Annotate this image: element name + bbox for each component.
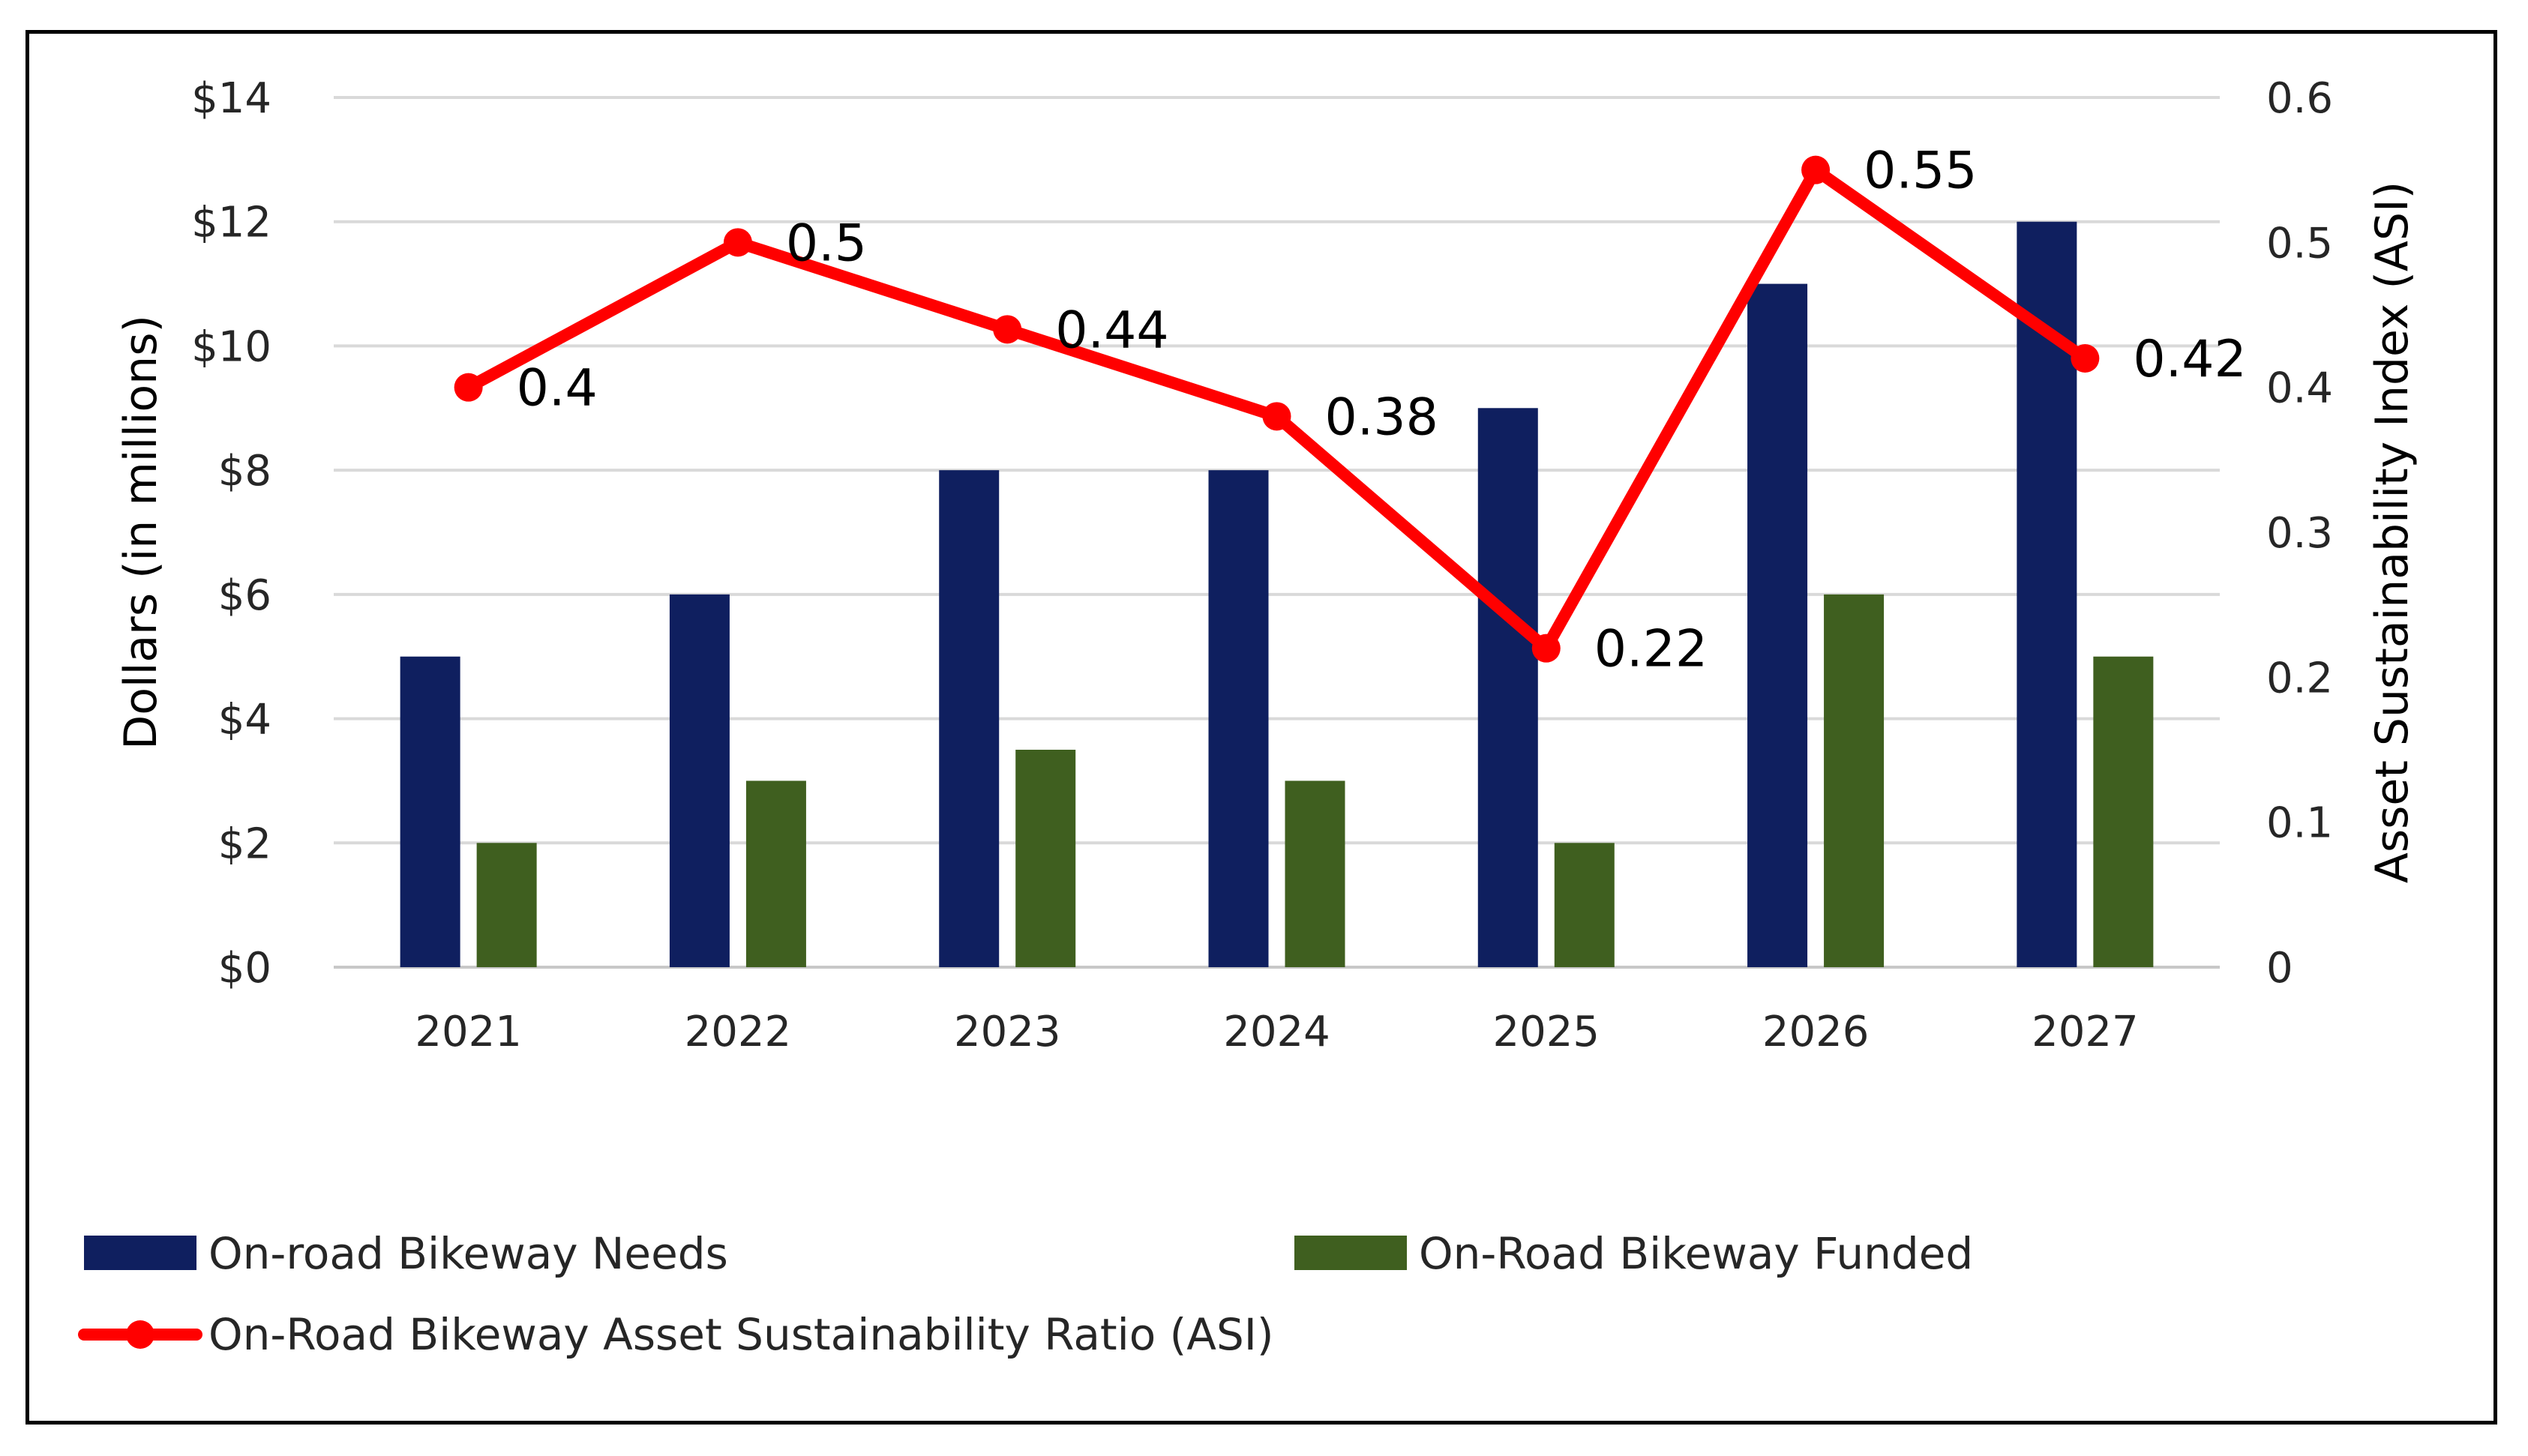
- y-tick-label: $4: [218, 696, 271, 744]
- asi-data-label: 0.22: [1594, 620, 1708, 679]
- asi-point: [2071, 344, 2100, 373]
- y-tick-label: $2: [218, 819, 271, 868]
- legend-label-needs: On-road Bikeway Needs: [208, 1228, 728, 1279]
- bar: [1208, 470, 1269, 967]
- x-tick-label: 2021: [415, 1008, 522, 1056]
- y2-tick-label: 0.4: [2266, 364, 2333, 413]
- bar: [1285, 780, 1345, 967]
- asi-point: [1262, 402, 1291, 431]
- y2-axis-title: Asset Sustainability Index (ASI): [2366, 181, 2419, 883]
- y2-tick-label: 0.2: [2266, 654, 2333, 703]
- y2-tick-label: 0.3: [2266, 509, 2333, 558]
- x-tick-label: 2022: [685, 1008, 792, 1056]
- y-tick-label: $6: [218, 571, 271, 620]
- legend-label-asi: On-Road Bikeway Asset Sustainability Rat…: [208, 1309, 1274, 1360]
- y2-tick-label: 0.6: [2266, 74, 2333, 123]
- y2-tick-label: 0: [2266, 944, 2293, 993]
- asi-point: [993, 315, 1022, 344]
- asi-point: [1531, 634, 1561, 663]
- y-tick-label: $10: [191, 322, 271, 371]
- y-tick-label: $14: [191, 74, 271, 123]
- asi-data-label: 0.38: [1325, 388, 1438, 447]
- bar: [476, 843, 537, 967]
- asi-data-label: 0.4: [517, 359, 598, 418]
- x-tick-label: 2024: [1223, 1008, 1330, 1056]
- x-tick-label: 2027: [2032, 1008, 2139, 1056]
- bar: [1747, 283, 1808, 968]
- asi-data-label: 0.55: [1864, 142, 1977, 201]
- asi-point: [1801, 155, 1831, 184]
- bar: [1015, 750, 1076, 967]
- asi-data-label: 0.5: [786, 214, 867, 273]
- y-axis-title: Dollars (in millions): [115, 315, 167, 750]
- legend-label-funded: On-Road Bikeway Funded: [1419, 1228, 1973, 1279]
- legend-swatch-asi-marker: [126, 1320, 154, 1349]
- asi-data-label: 0.42: [2133, 330, 2246, 389]
- bar: [1824, 594, 1885, 967]
- bar: [400, 656, 460, 967]
- y-tick-label: $8: [218, 447, 271, 496]
- bar: [2093, 656, 2154, 967]
- y2-tick-label: 0.1: [2266, 799, 2333, 848]
- x-tick-label: 2026: [1762, 1008, 1870, 1056]
- bar: [745, 780, 806, 967]
- bar: [1554, 843, 1615, 967]
- bar: [1477, 408, 1538, 967]
- asi-point: [723, 228, 752, 257]
- x-tick-label: 2025: [1493, 1008, 1600, 1056]
- asi-point: [454, 373, 483, 402]
- legend-swatch-needs: [84, 1236, 196, 1270]
- legend-swatch-funded: [1294, 1236, 1407, 1270]
- y-tick-label: $0: [218, 944, 271, 993]
- bar: [939, 470, 1000, 967]
- x-tick-label: 2023: [954, 1008, 1061, 1056]
- bar: [669, 594, 730, 967]
- asi-data-label: 0.44: [1055, 301, 1168, 360]
- y-tick-label: $12: [191, 199, 271, 247]
- y2-tick-label: 0.5: [2266, 219, 2333, 268]
